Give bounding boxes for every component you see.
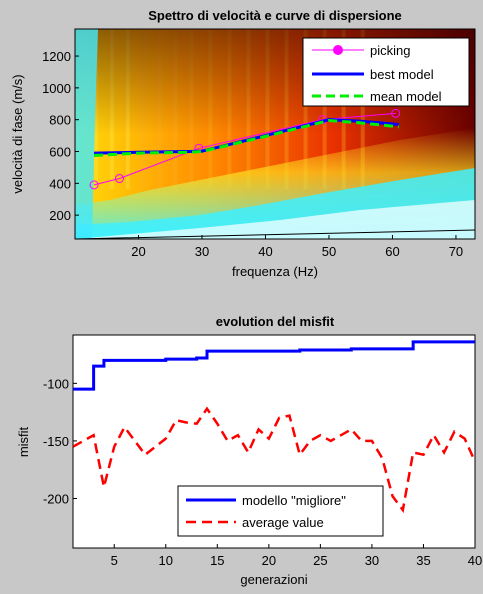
bottom-series (73, 340, 475, 514)
x-tick-label: 70 (449, 244, 463, 259)
y-tick-label: 400 (49, 176, 71, 191)
x-tick-label: 60 (385, 244, 399, 259)
x-tick-label: 10 (159, 553, 173, 568)
picking-point (391, 108, 401, 118)
velocity-spectrum-chart: Spettro di velocità e curve di dispersio… (10, 8, 476, 279)
bottom-x-axis-label: generazioni (240, 572, 307, 587)
bottom-y-axis-label: misfit (16, 426, 31, 457)
top-legend: picking best model mean model (302, 37, 470, 107)
heatmap-floor-line (75, 229, 475, 239)
y-tick-label: 1000 (42, 81, 71, 96)
top-axes-frame (74, 28, 476, 240)
top-y-axis-ticks: 200 400 600 800 1000 1200 (42, 49, 79, 223)
x-tick-label: 20 (262, 553, 276, 568)
top-y-axis-label: velocità di fase (m/s) (10, 74, 25, 193)
x-tick-label: 15 (210, 553, 224, 568)
x-tick-label: 35 (416, 553, 430, 568)
legend-average-misfit-label: average value (242, 515, 324, 530)
y-tick-label: -150 (43, 434, 69, 449)
heatmap-white-low (75, 200, 475, 239)
x-tick-label: 40 (468, 553, 482, 568)
top-x-axis-label: frequenza (Hz) (232, 264, 318, 279)
legend-mean-model-label: mean model (370, 89, 442, 104)
y-tick-label: 600 (49, 145, 71, 160)
mean-model-line (93, 118, 399, 157)
bottom-legend: modello "migliore" average value (177, 485, 384, 537)
x-tick-label: 25 (313, 553, 327, 568)
best-misfit-line (73, 340, 475, 391)
picking-point (89, 180, 99, 190)
legend-picking-label: picking (370, 43, 410, 58)
legend-picking-marker (333, 45, 343, 55)
bottom-chart-title: evolution del misfit (216, 314, 335, 329)
x-tick-label: 30 (365, 553, 379, 568)
picking-point (114, 174, 124, 184)
picking-line (93, 112, 396, 186)
bottom-x-axis-ticks: 5 10 15 20 25 30 35 40 (111, 544, 482, 568)
bottom-y-axis-ticks: -100 -150 -200 (43, 376, 77, 506)
x-tick-label: 5 (111, 553, 118, 568)
x-tick-label: 30 (195, 244, 209, 259)
top-x-axis-ticks: 20 30 40 50 60 70 (131, 235, 463, 259)
y-tick-label: -200 (43, 491, 69, 506)
y-tick-label: 200 (49, 208, 71, 223)
bottom-legend-box (177, 485, 384, 537)
x-tick-label: 40 (258, 244, 272, 259)
legend-best-misfit-label: modello "migliore" (242, 493, 346, 508)
top-chart-title: Spettro di velocità e curve di dispersio… (148, 8, 402, 23)
x-tick-label: 20 (131, 244, 145, 259)
legend-best-model-label: best model (370, 67, 434, 82)
average-misfit-line (73, 406, 475, 514)
misfit-evolution-chart: evolution del misfit modello "migliore" … (16, 314, 482, 587)
heatmap-left-cyan (75, 29, 98, 239)
y-tick-label: 800 (49, 113, 71, 128)
y-tick-label: -100 (43, 376, 69, 391)
x-tick-label: 50 (322, 244, 336, 259)
y-tick-label: 1200 (42, 49, 71, 64)
top-series (89, 108, 401, 190)
